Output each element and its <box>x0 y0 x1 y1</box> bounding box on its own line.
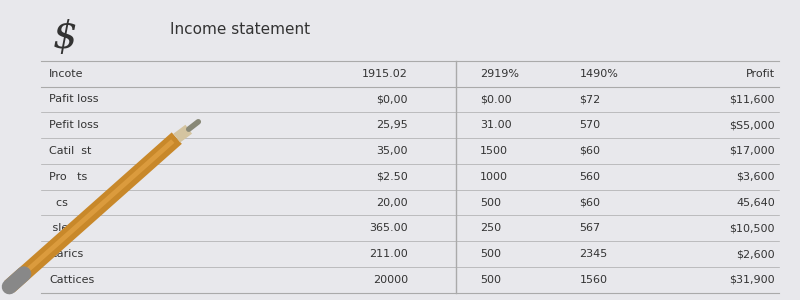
Text: 35,00: 35,00 <box>377 146 408 156</box>
Text: 365.00: 365.00 <box>370 223 408 233</box>
Text: 211.00: 211.00 <box>370 249 408 259</box>
Text: Profit: Profit <box>746 69 774 79</box>
Text: $0,00: $0,00 <box>377 94 408 104</box>
Text: $31,900: $31,900 <box>729 275 774 285</box>
Text: $0.00: $0.00 <box>480 94 511 104</box>
Text: $2.50: $2.50 <box>376 172 408 182</box>
Text: 500: 500 <box>480 275 501 285</box>
Text: 20000: 20000 <box>373 275 408 285</box>
Text: 500: 500 <box>480 197 501 208</box>
Text: cs: cs <box>50 197 68 208</box>
Text: 20,00: 20,00 <box>376 197 408 208</box>
Text: 567: 567 <box>579 223 601 233</box>
Text: $60: $60 <box>579 146 600 156</box>
Text: 560: 560 <box>579 172 600 182</box>
Text: $: $ <box>53 19 78 56</box>
Text: $11,600: $11,600 <box>729 94 774 104</box>
Text: 1490%: 1490% <box>579 69 618 79</box>
Text: $2,600: $2,600 <box>736 249 774 259</box>
Text: $10,500: $10,500 <box>729 223 774 233</box>
Text: Carics: Carics <box>50 249 83 259</box>
Text: $S5,000: $S5,000 <box>729 120 774 130</box>
Text: 250: 250 <box>480 223 501 233</box>
Text: sles: sles <box>50 223 74 233</box>
Text: 2345: 2345 <box>579 249 608 259</box>
Text: $72: $72 <box>579 94 601 104</box>
Text: Catil  st: Catil st <box>50 146 91 156</box>
Text: 1560: 1560 <box>579 275 607 285</box>
Text: $17,000: $17,000 <box>729 146 774 156</box>
Text: Income statement: Income statement <box>170 22 310 37</box>
Text: Cattices: Cattices <box>50 275 94 285</box>
Text: Pefit loss: Pefit loss <box>50 120 99 130</box>
Text: $60: $60 <box>579 197 600 208</box>
Text: Pro   ts: Pro ts <box>50 172 87 182</box>
Text: 570: 570 <box>579 120 601 130</box>
Text: 2919%: 2919% <box>480 69 518 79</box>
Text: 25,95: 25,95 <box>376 120 408 130</box>
Text: 45,640: 45,640 <box>736 197 774 208</box>
Text: $3,600: $3,600 <box>736 172 774 182</box>
Text: 1915.02: 1915.02 <box>362 69 408 79</box>
Text: 1500: 1500 <box>480 146 508 156</box>
Text: Incote: Incote <box>50 69 84 79</box>
Text: 1000: 1000 <box>480 172 508 182</box>
Text: Pafit loss: Pafit loss <box>50 94 98 104</box>
Text: 31.00: 31.00 <box>480 120 511 130</box>
Text: 500: 500 <box>480 249 501 259</box>
